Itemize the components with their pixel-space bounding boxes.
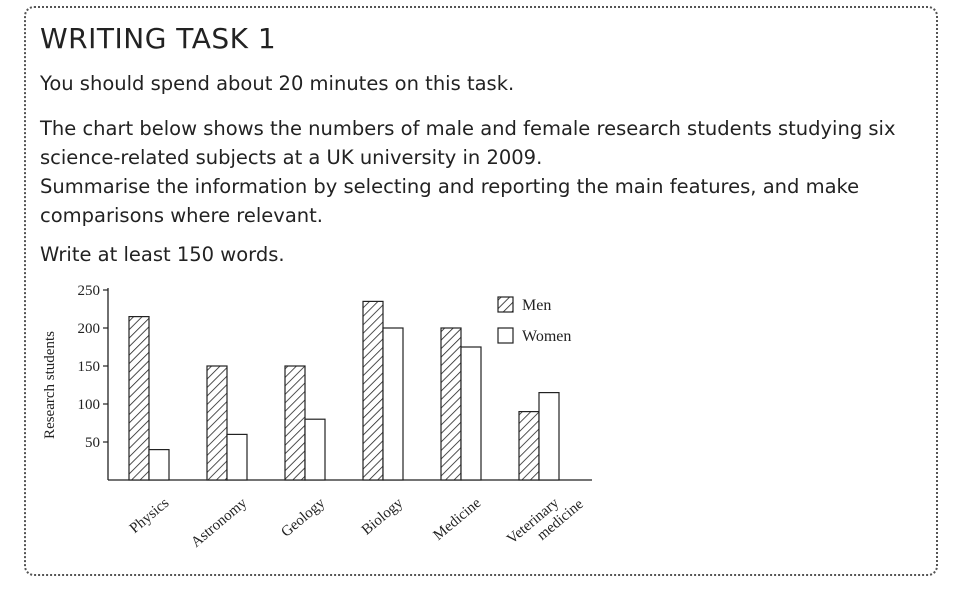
x-tick-label: Astronomy xyxy=(188,495,250,551)
legend-label-women: Women xyxy=(522,328,571,345)
bar-women xyxy=(148,449,170,481)
legend-swatch-men xyxy=(497,296,514,313)
time-instruction: You should spend about 20 minutes on thi… xyxy=(40,72,515,95)
prompt-line: science-related subjects at a UK univers… xyxy=(40,146,543,169)
x-tick-label: Physics xyxy=(127,495,173,537)
y-axis-label: Research students xyxy=(42,331,58,439)
task-title: WRITING TASK 1 xyxy=(40,22,277,55)
prompt-line: comparisons where relevant. xyxy=(40,204,323,227)
bar-women xyxy=(226,433,248,481)
y-tick-label: 150 xyxy=(78,359,101,375)
legend-label-men: Men xyxy=(522,297,551,314)
y-tick-label: 100 xyxy=(78,397,101,413)
x-tick-label: Biology xyxy=(359,495,407,539)
prompt-line: The chart below shows the numbers of mal… xyxy=(40,117,896,140)
y-tick-label: 250 xyxy=(78,283,101,299)
bar-men xyxy=(440,327,462,481)
bar-men xyxy=(362,300,384,481)
y-tick-label: 200 xyxy=(78,321,101,337)
prompt-line: Summarise the information by selecting a… xyxy=(40,175,860,198)
bar-women xyxy=(304,418,326,481)
word-instruction: Write at least 150 words. xyxy=(40,243,285,266)
bar-men xyxy=(206,365,228,481)
y-tick-label: 50 xyxy=(85,435,100,451)
x-tick-label: Medicine xyxy=(431,495,485,544)
legend-swatch-women xyxy=(497,327,514,344)
bar-men xyxy=(518,411,540,481)
bar-women xyxy=(460,346,482,481)
x-tick-label: Veterinarymedicine xyxy=(504,483,587,560)
bar-women xyxy=(538,392,560,481)
bar-women xyxy=(382,327,404,481)
x-tick-label: Geology xyxy=(278,495,328,541)
bar-men xyxy=(284,365,306,481)
task-box xyxy=(24,6,938,576)
bar-men xyxy=(128,316,150,481)
task-prompt: The chart below shows the numbers of mal… xyxy=(40,114,930,230)
